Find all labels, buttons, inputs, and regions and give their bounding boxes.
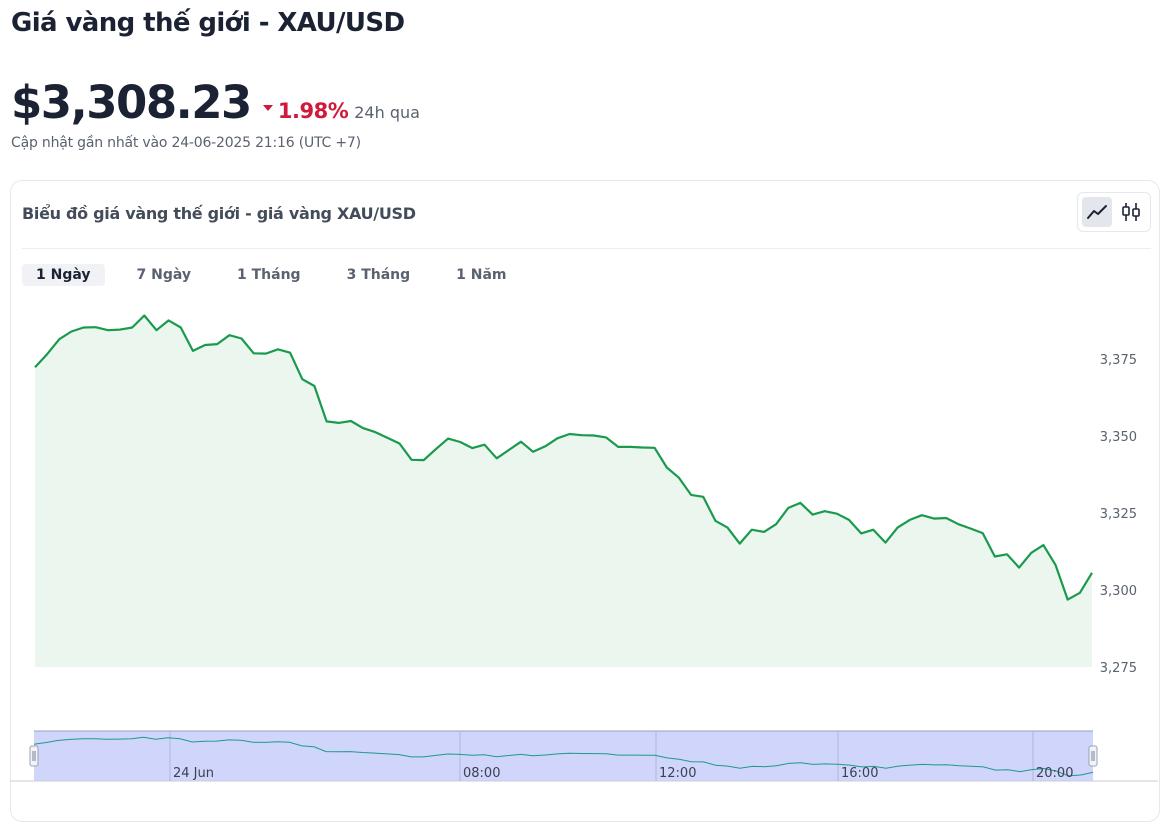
price-area bbox=[35, 315, 1092, 667]
chart-type-toggle bbox=[1077, 192, 1151, 232]
y-tick-label: 3,300 bbox=[1100, 584, 1137, 599]
navigator-selection[interactable] bbox=[34, 731, 1093, 781]
candlestick-icon bbox=[1122, 203, 1140, 221]
last-updated: Cập nhật gần nhất vào 24-06-2025 21:16 (… bbox=[11, 135, 361, 151]
navigator-handle-left[interactable] bbox=[29, 745, 39, 767]
candlestick-chart-button[interactable] bbox=[1116, 197, 1146, 227]
tab-1-day[interactable]: 1 Ngày bbox=[22, 264, 105, 286]
card-divider bbox=[22, 248, 1151, 249]
tab-1-month[interactable]: 1 Tháng bbox=[237, 267, 301, 283]
y-tick-label: 3,275 bbox=[1100, 661, 1137, 676]
tab-7-days[interactable]: 7 Ngày bbox=[136, 267, 192, 283]
caret-down-icon bbox=[262, 105, 273, 111]
tab-3-months[interactable]: 3 Tháng bbox=[346, 267, 411, 283]
navigator-time-label: 16:00 bbox=[841, 766, 878, 781]
price-chart: 3,275 3,300 3,325 3,350 3,375 24 Jun 08:00 12:0… bbox=[10, 314, 1158, 782]
price-change-period: 24h qua bbox=[354, 103, 420, 122]
chart-card-title: Biểu đồ giá vàng thế giới - giá vàng XAU… bbox=[22, 204, 416, 223]
navigator-line bbox=[33, 736, 1094, 777]
line-chart-icon bbox=[1087, 205, 1107, 219]
navigator-time-label: 08:00 bbox=[463, 766, 500, 781]
navigator-time-label: 20:00 bbox=[1036, 766, 1073, 781]
price-change-percent: 1.98% bbox=[277, 99, 349, 123]
current-price: $3,308.23 bbox=[11, 76, 252, 129]
price-line bbox=[34, 314, 1093, 601]
navigator-time-label: 24 Jun bbox=[173, 766, 214, 781]
tab-1-year[interactable]: 1 Năm bbox=[456, 267, 507, 283]
y-tick-label: 3,350 bbox=[1100, 430, 1137, 445]
navigator-time-label: 12:00 bbox=[659, 766, 696, 781]
page-title: Giá vàng thế giới - XAU/USD bbox=[11, 8, 405, 38]
range-tabs: 1 Ngày 7 Ngày 1 Tháng 3 Tháng 1 Năm bbox=[22, 264, 521, 286]
y-tick-label: 3,325 bbox=[1100, 507, 1137, 522]
y-tick-label: 3,375 bbox=[1100, 353, 1137, 368]
navigator-handle-right[interactable] bbox=[1088, 745, 1098, 767]
price-summary: $3,308.23 1.98% 24h qua bbox=[11, 76, 420, 129]
line-chart-button[interactable] bbox=[1082, 197, 1112, 227]
